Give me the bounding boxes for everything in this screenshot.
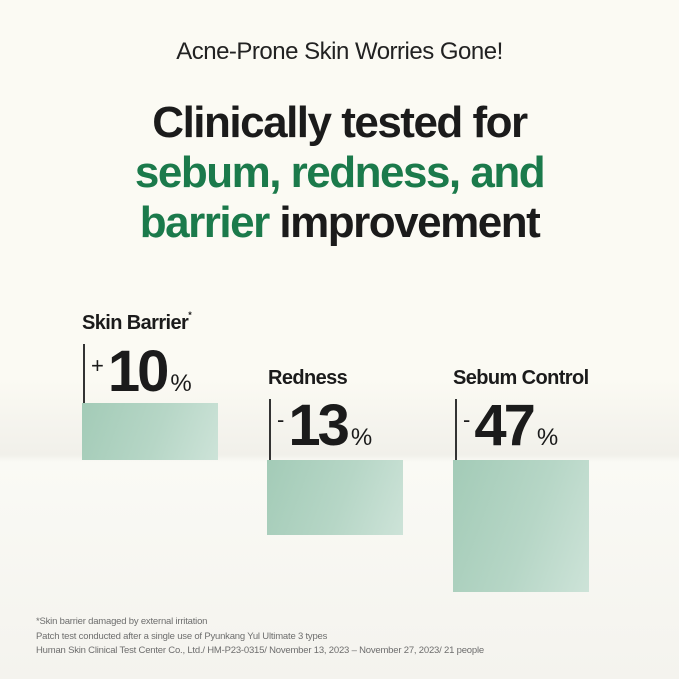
value-number: 13 — [288, 393, 349, 458]
headline-rest: improvement — [268, 198, 540, 247]
divider-line — [269, 399, 271, 461]
footnote: Patch test conducted after a single use … — [36, 630, 328, 642]
value-sign: - — [277, 407, 285, 432]
label-text: Redness — [268, 367, 348, 389]
divider-line — [83, 344, 85, 404]
asterisk: * — [188, 310, 192, 320]
bar-skin-barrier — [82, 403, 218, 460]
headline-line-3: barrier improvement — [0, 198, 679, 248]
result-value-sebum-control: -47% — [463, 392, 558, 459]
bar-sebum-control — [453, 460, 589, 592]
result-label-redness: Redness — [268, 367, 348, 390]
kicker-text: Acne-Prone Skin Worries Gone! — [176, 38, 503, 65]
value-unit: % — [536, 424, 559, 451]
value-unit: % — [170, 370, 192, 397]
result-value-redness: -13% — [277, 392, 372, 459]
headline-line-1: Clinically tested for — [152, 98, 528, 147]
headline: Clinically tested for sebum, redness, an… — [0, 98, 679, 248]
label-text: Skin Barrier — [82, 312, 189, 334]
bar-redness — [267, 460, 403, 535]
footnote: *Skin barrier damaged by external irrita… — [36, 616, 208, 627]
divider-line — [455, 399, 457, 461]
value-number: 47 — [474, 393, 535, 458]
value-sign: - — [463, 407, 471, 432]
result-value-skin-barrier: +10% — [91, 338, 192, 405]
value-number: 10 — [107, 339, 169, 404]
footnotes: *Skin barrier damaged by external irrita… — [36, 615, 484, 659]
result-label-skin-barrier: Skin Barrier* — [82, 310, 192, 335]
value-unit: % — [350, 424, 373, 451]
result-label-sebum-control: Sebum Control — [453, 367, 589, 390]
value-sign: + — [91, 353, 104, 378]
headline-green-word: barrier — [139, 198, 270, 247]
label-text: Sebum Control — [453, 367, 589, 389]
footnote: Human Skin Clinical Test Center Co., Ltd… — [36, 645, 484, 656]
headline-line-2: sebum, redness, and — [134, 148, 546, 197]
